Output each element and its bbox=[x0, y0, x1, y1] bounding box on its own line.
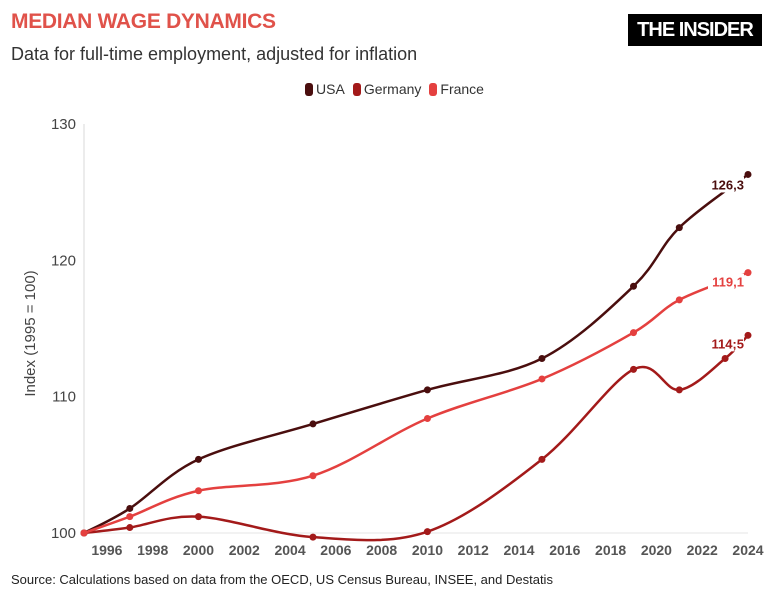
x-tick-label: 2002 bbox=[229, 542, 260, 558]
data-point-germany bbox=[538, 455, 546, 463]
chart-subtitle: Data for full-time employment, adjusted … bbox=[11, 44, 418, 64]
data-point-germany bbox=[675, 386, 683, 394]
data-point-germany bbox=[630, 365, 638, 373]
data-point-germany bbox=[721, 354, 729, 362]
data-point-usa bbox=[675, 224, 683, 232]
end-label-bg bbox=[708, 335, 744, 352]
data-point-usa bbox=[309, 420, 317, 428]
end-label-bg bbox=[708, 273, 744, 290]
y-tick-label: 100 bbox=[51, 525, 76, 542]
data-point-usa bbox=[744, 170, 752, 178]
data-point-france bbox=[309, 472, 317, 480]
series-line-france bbox=[83, 271, 749, 535]
data-point-france bbox=[126, 513, 134, 521]
data-point-france bbox=[194, 487, 202, 495]
data-point-usa bbox=[126, 504, 134, 512]
end-value-label: 114;5 bbox=[711, 336, 744, 351]
legend-label: France bbox=[440, 81, 484, 97]
legend-swatch bbox=[429, 82, 438, 96]
x-tick-label: 2012 bbox=[458, 542, 489, 558]
y-axis-title: Index (1995 = 100) bbox=[22, 270, 39, 396]
data-point-france bbox=[675, 296, 683, 304]
chart-title: MEDIAN WAGE DYNAMICS bbox=[11, 10, 276, 33]
y-tick-label: 120 bbox=[51, 252, 76, 269]
data-point-usa bbox=[630, 282, 638, 290]
data-point-usa bbox=[194, 455, 202, 463]
data-point-germany bbox=[744, 331, 752, 339]
data-point-germany bbox=[126, 524, 134, 532]
legend-label: USA bbox=[316, 81, 345, 97]
end-value-label: 126,3 bbox=[711, 177, 744, 192]
x-tick-label: 2014 bbox=[503, 542, 534, 558]
data-point-france bbox=[423, 414, 431, 422]
x-tick-label: 2024 bbox=[732, 542, 763, 558]
data-point-france bbox=[538, 375, 546, 383]
x-tick-label: 2006 bbox=[320, 542, 351, 558]
logo: THE INSIDER bbox=[628, 14, 762, 46]
x-tick-label: 2010 bbox=[412, 542, 443, 558]
legend-item-france[interactable]: France bbox=[429, 81, 484, 97]
data-point-france bbox=[630, 329, 638, 337]
legend-item-usa[interactable]: USA bbox=[305, 81, 345, 97]
data-point-usa bbox=[538, 354, 546, 362]
data-point-germany bbox=[423, 528, 431, 536]
data-point-germany bbox=[194, 513, 202, 521]
x-tick-label: 2022 bbox=[687, 542, 718, 558]
y-tick-label: 110 bbox=[52, 389, 76, 406]
x-tick-label: 1998 bbox=[137, 542, 168, 558]
data-point-france bbox=[744, 269, 752, 277]
x-tick-label: 2020 bbox=[641, 542, 672, 558]
legend-label: Germany bbox=[363, 81, 422, 97]
end-label-bg bbox=[708, 176, 744, 193]
series-line-usa bbox=[83, 173, 749, 535]
legend-swatch bbox=[352, 82, 361, 96]
series-line-germany bbox=[83, 334, 749, 542]
x-tick-label: 2000 bbox=[183, 542, 214, 558]
end-value-label: 119,1 bbox=[712, 275, 744, 290]
data-point-usa bbox=[423, 386, 431, 394]
data-point-france bbox=[80, 529, 88, 537]
x-tick-label: 2004 bbox=[274, 542, 305, 558]
data-point-germany bbox=[309, 533, 317, 541]
source-note: Source: Calculations based on data from … bbox=[11, 572, 553, 587]
x-tick-label: 1996 bbox=[91, 542, 122, 558]
x-tick-label: 2008 bbox=[366, 542, 397, 558]
legend: USA Germany France bbox=[0, 81, 779, 97]
x-tick-label: 2018 bbox=[595, 542, 626, 558]
x-tick-label: 2016 bbox=[549, 542, 580, 558]
y-tick-label: 130 bbox=[51, 116, 76, 133]
legend-item-germany[interactable]: Germany bbox=[352, 81, 422, 97]
legend-swatch bbox=[305, 82, 314, 96]
